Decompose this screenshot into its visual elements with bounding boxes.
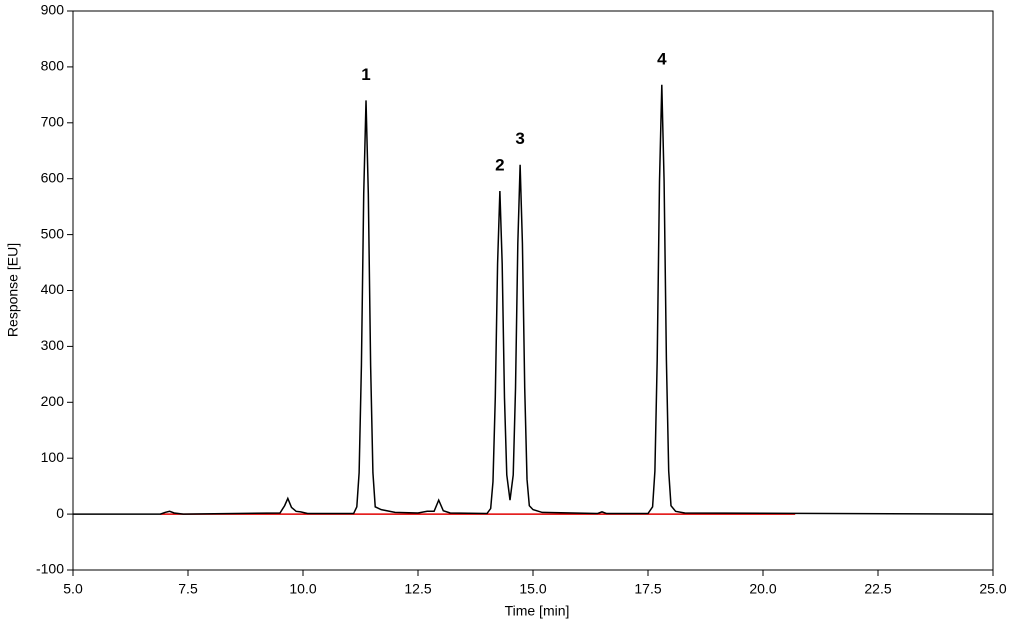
y-tick-label: 700 (41, 114, 65, 130)
x-tick-label: 7.5 (178, 581, 198, 597)
y-tick-label: -100 (36, 561, 64, 577)
y-tick-label: 300 (41, 337, 65, 353)
x-tick-label: 12.5 (404, 581, 431, 597)
y-tick-label: 500 (41, 225, 65, 241)
x-tick-label: 5.0 (63, 581, 83, 597)
y-tick-label: 0 (56, 505, 64, 521)
trace (73, 84, 994, 515)
y-tick-label: 900 (41, 2, 65, 18)
x-tick-label: 10.0 (289, 581, 316, 597)
y-tick-label: 400 (41, 281, 65, 297)
y-tick-label: 100 (41, 449, 65, 465)
y-axis-label: Response [EU] (5, 243, 21, 337)
peak-label: 2 (495, 155, 504, 174)
peak-label: 4 (657, 49, 667, 68)
y-tick-label: 200 (41, 393, 65, 409)
x-tick-label: 15.0 (519, 581, 546, 597)
y-tick-label: 600 (41, 169, 65, 185)
x-tick-label: 22.5 (864, 581, 891, 597)
x-tick-label: 25.0 (979, 581, 1006, 597)
peak-label: 1 (361, 65, 370, 84)
x-axis-label: Time [min] (505, 603, 570, 619)
plot-frame (72, 10, 994, 571)
x-tick-label: 20.0 (749, 581, 776, 597)
peak-label: 3 (515, 129, 524, 148)
y-tick-label: 800 (41, 58, 65, 74)
x-tick-label: 17.5 (634, 581, 661, 597)
